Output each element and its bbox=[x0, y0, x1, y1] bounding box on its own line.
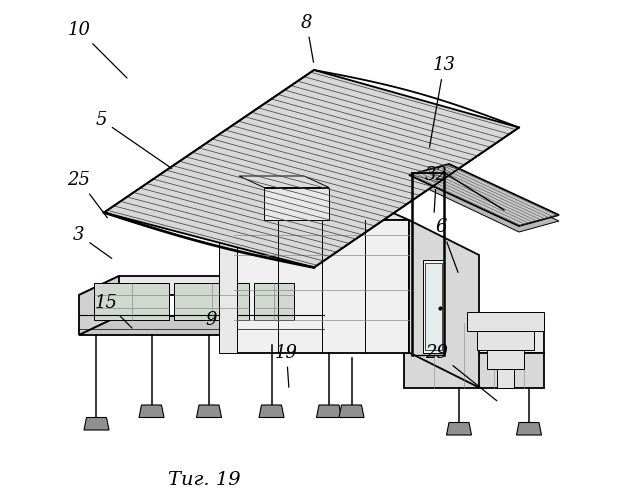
Text: 13: 13 bbox=[430, 56, 455, 148]
Polygon shape bbox=[139, 405, 164, 417]
Polygon shape bbox=[239, 176, 329, 188]
Polygon shape bbox=[516, 422, 541, 435]
Polygon shape bbox=[317, 405, 342, 417]
Polygon shape bbox=[447, 422, 472, 435]
Text: 6: 6 bbox=[436, 218, 458, 272]
Polygon shape bbox=[404, 352, 544, 388]
Text: 9: 9 bbox=[206, 311, 217, 335]
Polygon shape bbox=[423, 260, 444, 352]
Polygon shape bbox=[197, 405, 222, 417]
Polygon shape bbox=[259, 405, 284, 417]
Polygon shape bbox=[477, 330, 534, 349]
Polygon shape bbox=[409, 220, 479, 388]
Text: 8: 8 bbox=[301, 14, 313, 62]
Text: 10: 10 bbox=[67, 21, 127, 78]
Polygon shape bbox=[79, 316, 324, 335]
Polygon shape bbox=[409, 170, 559, 232]
Polygon shape bbox=[234, 220, 409, 352]
Polygon shape bbox=[79, 276, 119, 335]
Text: 3: 3 bbox=[73, 226, 112, 258]
Text: 25: 25 bbox=[67, 171, 107, 218]
Polygon shape bbox=[404, 322, 544, 352]
Polygon shape bbox=[84, 418, 109, 430]
Text: 29: 29 bbox=[425, 344, 497, 401]
Polygon shape bbox=[94, 282, 169, 320]
Polygon shape bbox=[409, 164, 559, 226]
Polygon shape bbox=[174, 185, 409, 220]
Polygon shape bbox=[254, 282, 294, 320]
Polygon shape bbox=[467, 312, 544, 330]
Polygon shape bbox=[425, 262, 442, 350]
Polygon shape bbox=[79, 276, 324, 295]
Text: Τиг. 19: Τиг. 19 bbox=[168, 471, 241, 489]
Polygon shape bbox=[497, 368, 514, 388]
Text: 32: 32 bbox=[425, 166, 448, 212]
Text: 5: 5 bbox=[95, 111, 171, 168]
Polygon shape bbox=[487, 350, 524, 368]
Polygon shape bbox=[219, 220, 237, 352]
Polygon shape bbox=[104, 70, 519, 268]
Polygon shape bbox=[264, 188, 329, 220]
Text: 15: 15 bbox=[95, 294, 132, 328]
Polygon shape bbox=[339, 405, 364, 417]
Polygon shape bbox=[174, 282, 249, 320]
Text: 19: 19 bbox=[275, 344, 298, 387]
